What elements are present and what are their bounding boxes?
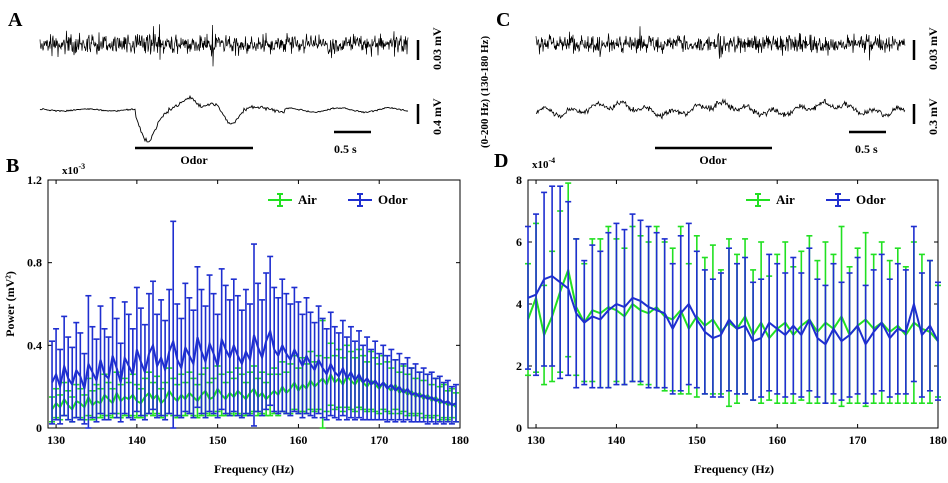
- ytick-label-d: 6: [516, 235, 522, 249]
- ytick-label-b: 0.4: [27, 338, 42, 352]
- series-odor-b: [49, 220, 459, 429]
- exponent-b: x10-3: [62, 162, 85, 177]
- legend-label-odor: Odor: [378, 192, 408, 207]
- ylabel-b: Power (mV²): [3, 271, 17, 337]
- panel-label-b: B: [6, 155, 19, 177]
- legend-label-odor: Odor: [856, 192, 886, 207]
- xtick-label-b: 170: [370, 433, 388, 447]
- plot-area-b: 130 140 150 160 170 180 0 0.4 0.8 1.2 Air Odor: [27, 173, 469, 447]
- legend-label-air: Air: [776, 192, 795, 207]
- xtick-label-d: 150: [688, 433, 706, 447]
- trace-a-highpass: [39, 24, 409, 67]
- ytick-label-b: 0: [36, 421, 42, 435]
- exponent-d: x10-4: [532, 156, 555, 171]
- series-air-d: [525, 182, 941, 408]
- chart-d: D x10-4 130 140 150 160 170 180 0 2 4 6 8 Air Odor F…: [494, 150, 947, 476]
- scale-label-a-bottom: 0.4 mV: [430, 98, 444, 135]
- trace-c-broadband: [535, 98, 906, 120]
- xtick-label-b: 160: [289, 433, 307, 447]
- panel-label-c: C: [496, 9, 510, 31]
- panel-label-d: D: [494, 150, 508, 172]
- time-scale-label-a: 0.5 s: [334, 142, 357, 156]
- legend-b: Air Odor: [268, 192, 408, 207]
- scale-label-c-bottom: 0.3 mV: [926, 98, 940, 135]
- ytick-label-d: 0: [516, 421, 522, 435]
- chart-b: B x10-3 130 140 150 160 170 180 0 0.4 0.8 1.2 Air O…: [3, 155, 469, 476]
- odor-label-c: Odor: [699, 153, 727, 167]
- mean-line: [51, 327, 457, 407]
- panel-label-a: A: [8, 9, 23, 31]
- xtick-label-b: 150: [209, 433, 227, 447]
- axes-box-b: [47, 179, 461, 429]
- xtick-label-b: 130: [47, 433, 65, 447]
- axes-box-d: [527, 179, 939, 429]
- time-scale-label-c: 0.5 s: [855, 142, 878, 156]
- xtick-label-b: 140: [128, 433, 146, 447]
- plot-area-d: 130 140 150 160 170 180 0 2 4 6 8 Air Odor: [516, 173, 947, 447]
- legend-d: Air Odor: [746, 192, 886, 207]
- panel-a: A 0.03 mV 0.4 mV 0.5 s Odor: [8, 9, 444, 167]
- panel-c: C (0-200 Hz) (130-180 Hz) 0.03 mV 0.3 mV…: [479, 9, 940, 167]
- ytick-label-d: 2: [516, 359, 522, 373]
- legend-label-air: Air: [298, 192, 317, 207]
- xlabel-d: Frequency (Hz): [694, 462, 774, 476]
- scale-label-a-top: 0.03 mV: [430, 27, 444, 70]
- ytick-label-d: 8: [516, 173, 522, 187]
- ytick-label-b: 0.8: [27, 256, 42, 270]
- xtick-label-d: 170: [849, 433, 867, 447]
- odor-label-a: Odor: [180, 153, 208, 167]
- mean-line: [527, 274, 939, 347]
- trace-c-highpass: [535, 26, 906, 61]
- mean-line: [527, 266, 939, 342]
- xtick-label-d: 140: [607, 433, 625, 447]
- trace-a-broadband: [39, 94, 409, 143]
- series-odor-d: [525, 185, 941, 405]
- xtick-label-d: 180: [929, 433, 947, 447]
- scale-label-c-top: 0.03 mV: [926, 27, 940, 70]
- xlabel-b: Frequency (Hz): [214, 462, 294, 476]
- xtick-label-b: 180: [451, 433, 469, 447]
- xtick-label-d: 160: [768, 433, 786, 447]
- ytick-label-b: 1.2: [27, 173, 42, 187]
- xtick-label-d: 130: [527, 433, 545, 447]
- band-labels-c: (0-200 Hz) (130-180 Hz): [479, 36, 491, 148]
- ytick-label-d: 4: [516, 297, 522, 311]
